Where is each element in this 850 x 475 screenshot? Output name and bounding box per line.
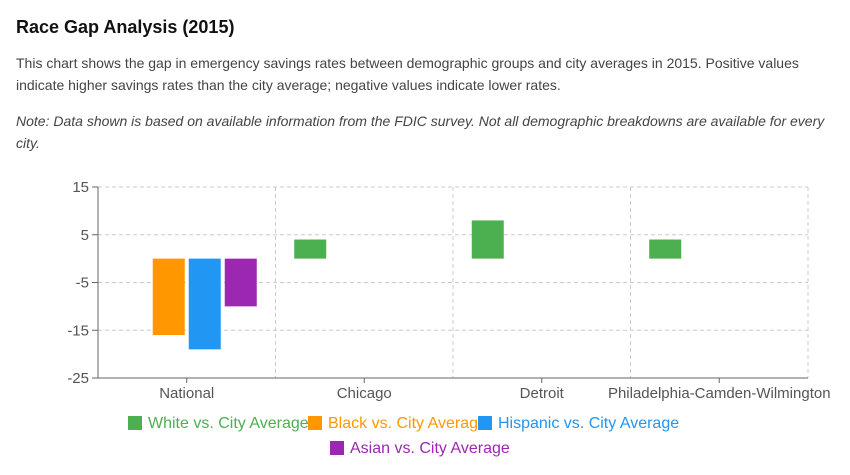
y-tick-label: -15	[67, 322, 89, 339]
legend-label: Black vs. City Average	[328, 415, 487, 432]
legend-swatch	[308, 416, 322, 430]
y-tick-label: 5	[81, 227, 89, 244]
y-tick-label: -25	[67, 370, 89, 387]
x-tick-label: Chicago	[337, 385, 392, 402]
legend-label: Hispanic vs. City Average	[498, 415, 679, 432]
legend-swatch	[128, 416, 142, 430]
bar	[471, 220, 504, 259]
legend-swatch	[478, 416, 492, 430]
page-title: Race Gap Analysis (2015)	[16, 17, 235, 37]
chart-description: This chart shows the gap in emergency sa…	[16, 55, 799, 93]
bar	[649, 239, 682, 259]
legend-label: White vs. City Average	[148, 415, 309, 432]
y-tick-label: -5	[76, 275, 89, 292]
legend-swatch	[330, 441, 344, 455]
x-tick-label: National	[159, 385, 214, 402]
bar	[188, 258, 221, 350]
bar	[224, 258, 257, 307]
chart-note: Note: Data shown is based on available i…	[16, 113, 825, 151]
x-tick-label: Detroit	[520, 385, 565, 402]
x-tick-label: Philadelphia-Camden-Wilmington	[608, 385, 831, 402]
y-tick-label: 15	[72, 179, 89, 196]
bar	[294, 239, 327, 259]
legend-label: Asian vs. City Average	[350, 440, 510, 457]
bar	[152, 258, 185, 336]
